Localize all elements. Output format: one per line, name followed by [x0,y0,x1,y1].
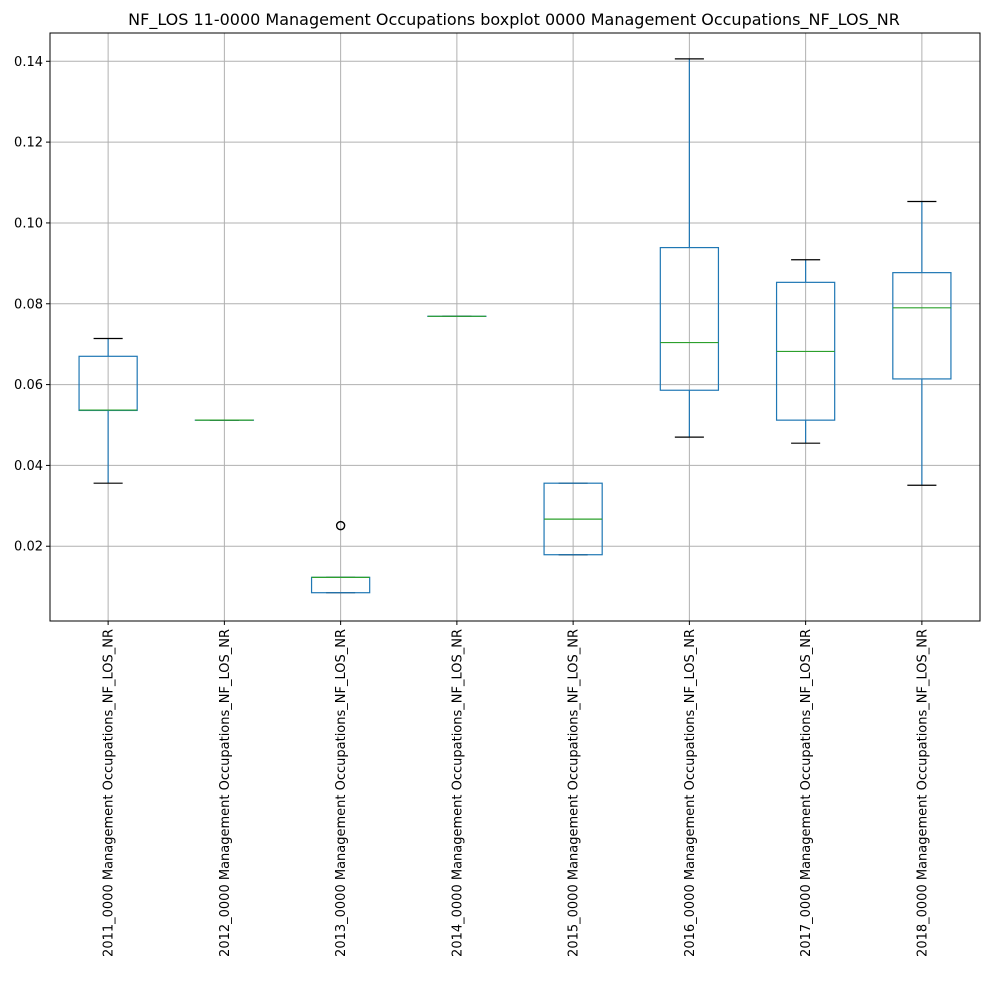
y-tick-label: 0.06 [14,378,43,393]
outlier-point [335,520,346,531]
chart-title: NF_LOS 11-0000 Management Occupations bo… [128,10,900,30]
y-tick-label: 0.08 [14,297,43,312]
axes-frame [49,32,981,622]
x-tick-label: 2016_0000 Management Occupations_NF_LOS_… [683,629,698,957]
box-group [775,259,836,444]
iqr-box [659,246,720,391]
x-tick-label: 2012_0000 Management Occupations_NF_LOS_… [218,629,233,957]
x-tick-label: 2017_0000 Management Occupations_NF_LOS_… [799,629,814,957]
box-group [659,58,720,438]
iqr-box [892,272,952,380]
y-tick-label: 0.14 [14,55,43,70]
x-tick-label: 2011_0000 Management Occupations_NF_LOS_… [102,629,117,957]
y-tick-label: 0.02 [14,540,43,555]
y-tick-label: 0.04 [14,459,43,474]
axis-layer [46,32,981,625]
grid-layer [50,33,980,621]
x-tick-label: 2018_0000 Management Occupations_NF_LOS_… [915,629,930,957]
x-tick-label: 2015_0000 Management Occupations_NF_LOS_… [567,629,582,957]
y-tick-label: 0.12 [14,136,43,151]
box-group [543,482,603,556]
x-tick-label: 2014_0000 Management Occupations_NF_LOS_… [450,629,465,957]
box-group [310,520,371,594]
box-group [78,337,138,484]
box-layer [78,58,952,594]
box-group [892,200,952,486]
label-layer: 0.02 0.04 0.06 0.08 0.10 0.12 0.14 2011_0000 Ma… [14,55,930,957]
y-tick-label: 0.10 [14,216,43,231]
x-tick-label: 2013_0000 Management Occupations_NF_LOS_… [334,629,349,957]
